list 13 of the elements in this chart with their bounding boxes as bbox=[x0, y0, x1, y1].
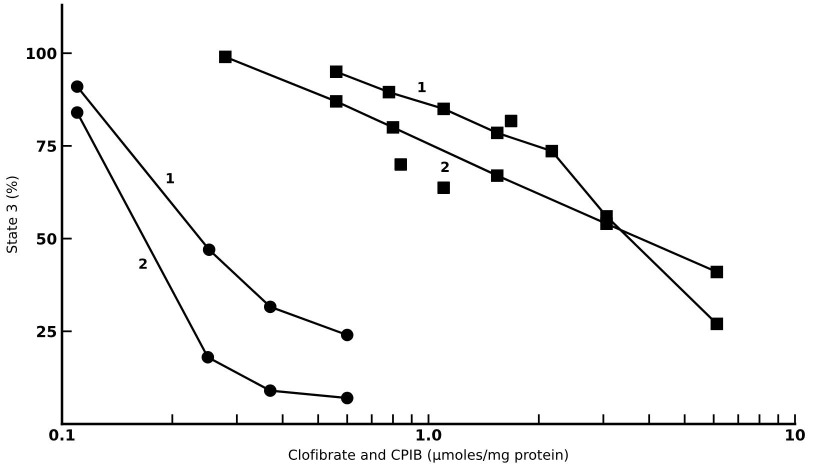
y-tick-label: 50 bbox=[37, 233, 56, 245]
x-tick-label: 1.0 bbox=[416, 429, 442, 441]
x-tick-label: 10 bbox=[786, 429, 805, 441]
x-tick-label: 0.1 bbox=[49, 429, 74, 441]
y-tick-label: 25 bbox=[37, 326, 56, 338]
y-axis-title: State 3 (%) bbox=[6, 176, 19, 253]
series-label: 2 bbox=[441, 162, 449, 172]
series-label: 1 bbox=[418, 82, 426, 92]
x-axis-title: Clofibrate and CPIB (μmoles/mg protein) bbox=[288, 449, 568, 463]
series-label: 1 bbox=[166, 173, 174, 184]
series-label: 2 bbox=[139, 258, 147, 269]
y-tick-label: 100 bbox=[26, 48, 56, 60]
y-tick-label: 75 bbox=[36, 140, 56, 152]
